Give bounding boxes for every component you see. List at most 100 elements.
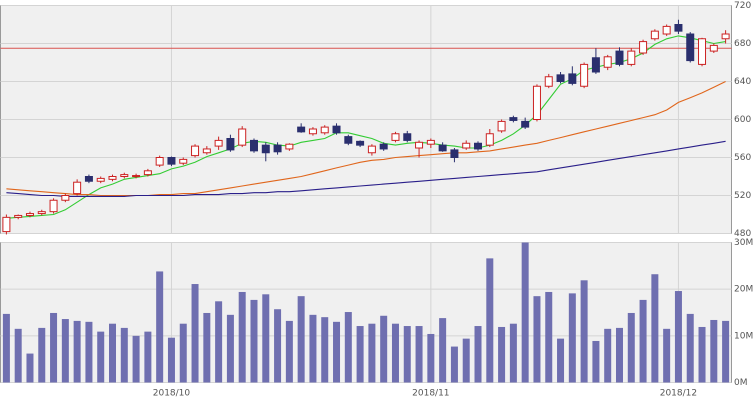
candle-body <box>686 33 695 62</box>
volume-bar <box>344 312 352 383</box>
candle-body <box>84 176 93 182</box>
candle-body <box>474 142 483 150</box>
candle-body <box>238 128 247 146</box>
volume-bar <box>274 309 282 383</box>
volume-bar <box>97 331 105 383</box>
volume-bar <box>191 284 199 383</box>
candle-body <box>438 144 447 152</box>
volume-bar <box>592 340 600 383</box>
volume-bar <box>132 335 140 383</box>
volume-bar <box>686 313 694 383</box>
volume-bar <box>333 321 341 383</box>
candle-body <box>320 126 329 134</box>
candle-body <box>202 148 211 154</box>
candle-body <box>415 141 424 149</box>
candle-body <box>120 174 129 178</box>
candle-body <box>2 216 11 233</box>
volume-bar <box>427 333 435 383</box>
y-tick-label: 720 <box>734 1 751 11</box>
moving-average-line <box>6 140 726 197</box>
volume-bar <box>144 331 152 383</box>
volume-bar <box>533 296 541 383</box>
candle-body <box>132 175 141 178</box>
candle-body <box>509 117 518 121</box>
volume-bar <box>368 323 376 383</box>
candle-body <box>568 73 577 84</box>
candle-body <box>662 25 671 35</box>
candle-body <box>580 63 589 87</box>
candle-body <box>49 199 58 213</box>
volume-bar <box>50 312 58 383</box>
volume-bar <box>545 291 553 383</box>
volume-bar <box>627 312 635 383</box>
candle-body <box>379 143 388 150</box>
candle-body <box>73 181 82 195</box>
volume-bar <box>509 323 517 383</box>
volume-bar <box>450 346 458 383</box>
volume-bar <box>285 320 293 383</box>
volume-bar <box>250 299 258 383</box>
y-tick-label: 20M <box>734 285 753 295</box>
candle-body <box>308 128 317 135</box>
volume-bar <box>722 320 730 383</box>
volume-bar <box>38 327 46 383</box>
volume-bar <box>415 326 423 383</box>
volume-bar <box>297 296 305 383</box>
volume-bar <box>557 338 565 383</box>
volume-bar <box>698 326 706 383</box>
volume-bar <box>14 328 22 383</box>
candle-body <box>485 133 494 146</box>
candle-body <box>603 56 612 68</box>
moving-average-line <box>6 81 726 197</box>
volume-bar <box>639 299 647 383</box>
volume-bar <box>651 274 659 383</box>
candle-body <box>14 214 23 218</box>
volume-bar <box>462 338 470 383</box>
y-tick-label: 640 <box>734 77 751 87</box>
x-tick-label: 2018/11 <box>412 389 449 399</box>
x-tick-label: 2018/10 <box>153 389 191 399</box>
candle-body <box>273 144 282 153</box>
y-tick-label: 10M <box>734 331 753 341</box>
volume-bar <box>380 315 388 383</box>
volume-bar <box>156 271 164 383</box>
y-tick-label: 520 <box>734 191 751 201</box>
candle-body <box>344 136 353 144</box>
candle-body <box>108 176 117 180</box>
candle-body <box>61 195 70 201</box>
y-tick-label: 480 <box>734 229 751 239</box>
candle-body <box>709 44 718 52</box>
y-tick-label: 0M <box>734 378 748 388</box>
candle-body <box>639 41 648 54</box>
volume-bar <box>604 328 612 383</box>
candle-body <box>426 139 435 145</box>
candle-body <box>261 144 270 154</box>
candle-body <box>356 140 365 146</box>
volume-bar <box>226 314 234 383</box>
volume-bar <box>486 258 494 383</box>
candle-body <box>391 133 400 141</box>
y-tick-label: 560 <box>734 153 751 163</box>
candle-body <box>285 143 294 150</box>
candle-body <box>615 50 624 65</box>
candle-body <box>249 139 258 152</box>
candle-body <box>25 213 34 216</box>
volume-bar <box>568 293 576 383</box>
candle-body <box>462 142 471 149</box>
volume-bar <box>309 314 317 383</box>
candle-body <box>627 50 636 65</box>
candle-body <box>167 157 176 165</box>
y-tick-label: 680 <box>734 39 751 49</box>
y-tick-label: 30M <box>734 238 753 248</box>
candle-body <box>450 149 459 158</box>
volume-bar <box>2 313 10 383</box>
volume-bar <box>710 319 718 383</box>
volume-bar <box>85 321 93 383</box>
candle-body <box>332 125 341 134</box>
candle-body <box>674 24 683 32</box>
candle-body <box>698 38 707 65</box>
candle-body <box>650 30 659 40</box>
volume-bar <box>26 353 34 383</box>
